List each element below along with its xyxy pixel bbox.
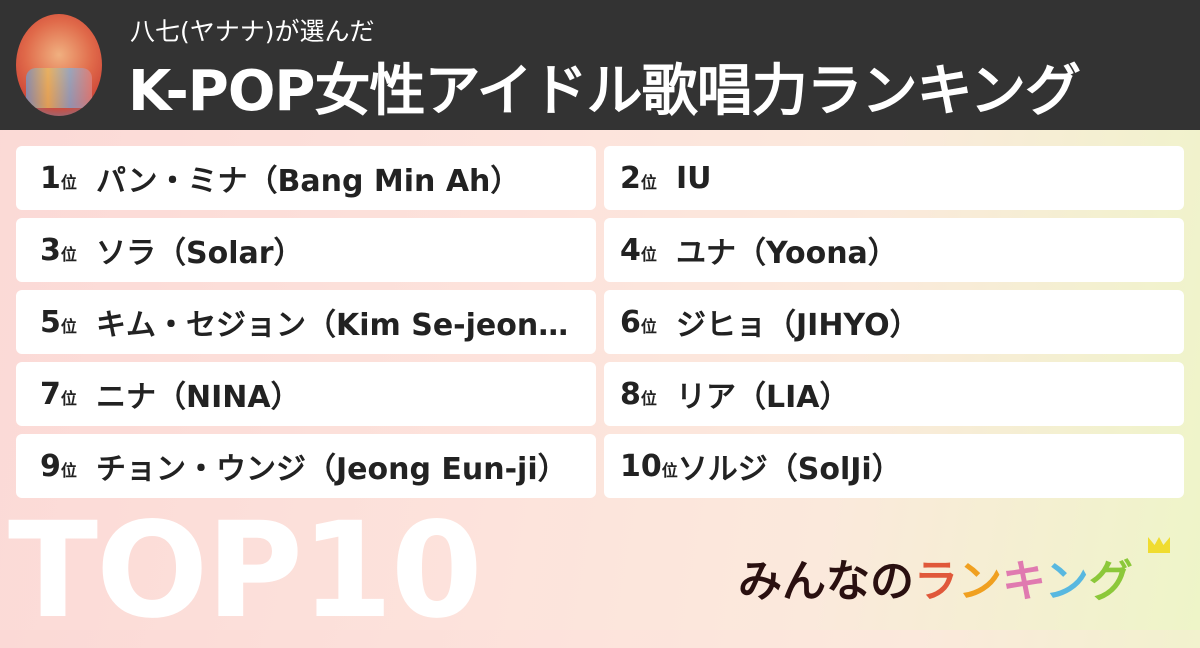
item-name: チョン・ウンジ（Jeong Eun-ji） <box>96 452 568 487</box>
top10-badge: TOP10 <box>8 494 483 648</box>
avatar[interactable] <box>16 14 102 116</box>
logo-letter: ラ <box>914 556 958 607</box>
ranking-item[interactable]: 7位 ニナ（NINA） <box>16 362 596 426</box>
item-name: ソルジ（SolJi） <box>677 452 902 487</box>
rank-number: 8位 <box>620 376 657 412</box>
rank-number: 5位 <box>40 304 77 340</box>
item-name: キム・セジョン（Kim Se-jeong） <box>96 308 576 343</box>
item-name: IU <box>676 160 712 196</box>
item-name: ニナ（NINA） <box>96 380 301 415</box>
item-name: パン・ミナ（Bang Min Ah） <box>96 164 521 199</box>
logo-letter: ン <box>1044 556 1089 607</box>
subtitle: 八七(ヤナナ)が選んだ <box>130 17 375 46</box>
rank-number: 1位 <box>40 160 77 196</box>
rank-number: 9位 <box>40 448 77 484</box>
ranking-item[interactable]: 5位 キム・セジョン（Kim Se-jeong） <box>16 290 596 354</box>
item-name: ソラ（Solar） <box>96 236 304 271</box>
logo-letter: ン <box>958 556 1002 607</box>
ranking-item[interactable]: 1位 パン・ミナ（Bang Min Ah） <box>16 146 596 210</box>
rank-number: 7位 <box>40 376 77 412</box>
logo-letter: キ <box>1002 556 1045 607</box>
rank-number: 3位 <box>40 232 77 268</box>
page-title: K-POP女性アイドル歌唱力ランキング <box>128 59 1081 124</box>
header: 八七(ヤナナ)が選んだ K-POP女性アイドル歌唱力ランキング <box>0 0 1200 130</box>
ranking-item[interactable]: 6位 ジヒョ（JIHYO） <box>604 290 1184 354</box>
rank-number: 6位 <box>620 304 657 340</box>
item-name: リア（LIA） <box>676 380 850 415</box>
item-name: ジヒョ（JIHYO） <box>676 308 920 343</box>
ranking-item[interactable]: 4位 ユナ（Yoona） <box>604 218 1184 282</box>
rank-number: 2位 <box>620 160 657 196</box>
ranking-item[interactable]: 10位 ソルジ（SolJi） <box>604 434 1184 498</box>
site-logo[interactable]: みんなのランキング <box>738 545 1133 609</box>
ranking-item[interactable]: 2位 IU <box>604 146 1184 210</box>
ranking-item[interactable]: 8位 リア（LIA） <box>604 362 1184 426</box>
crown-icon <box>1148 537 1170 553</box>
ranking-item[interactable]: 3位 ソラ（Solar） <box>16 218 596 282</box>
item-name: ユナ（Yoona） <box>676 236 898 271</box>
ranking-item[interactable]: 9位 チョン・ウンジ（Jeong Eun-ji） <box>16 434 596 498</box>
rank-number: 10位 <box>620 448 678 484</box>
rank-number: 4位 <box>620 232 657 268</box>
logo-text: みんなの <box>738 556 914 607</box>
logo-letter: グ <box>1088 556 1133 607</box>
